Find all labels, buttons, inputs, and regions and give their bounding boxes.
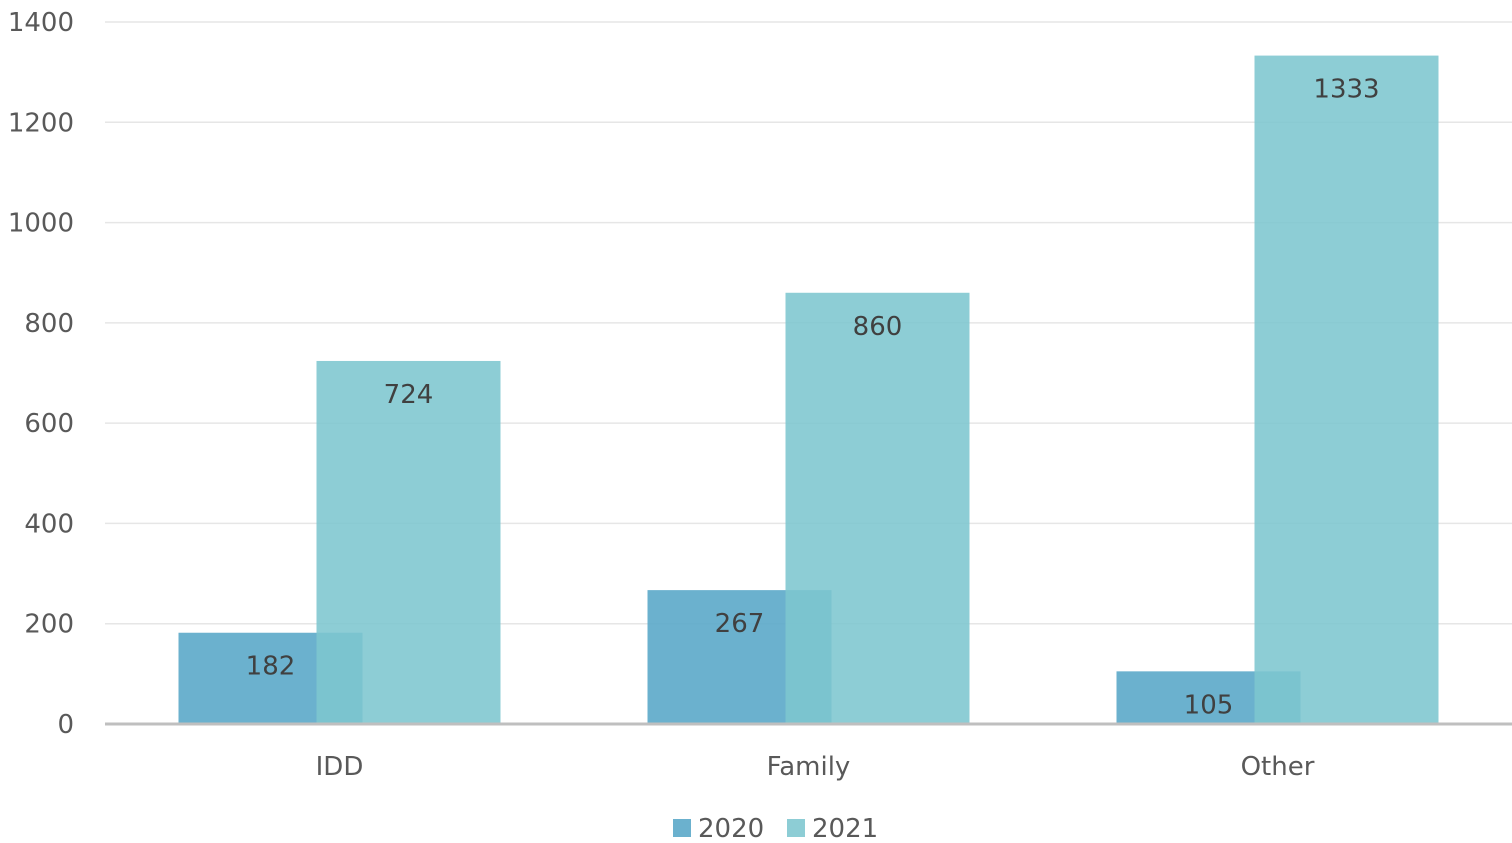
x-category-label: Family: [767, 752, 851, 782]
y-tick-label: 400: [24, 509, 74, 539]
x-category-label: IDD: [316, 752, 364, 782]
y-tick-label: 1000: [8, 209, 74, 239]
data-labels: 182 724 267 860 105 1333: [246, 75, 1380, 721]
data-label: 1333: [1313, 75, 1379, 105]
bars: [178, 55, 1439, 725]
y-tick-label: 1200: [8, 108, 74, 138]
data-label: 860: [853, 312, 903, 342]
y-axis-tick-labels: 0 200 400 600 800 1000 1200 1400: [8, 8, 74, 740]
y-tick-label: 0: [57, 710, 74, 740]
data-label: 105: [1184, 690, 1234, 720]
y-tick-label: 1400: [8, 8, 74, 38]
legend-label: 2020: [698, 814, 764, 843]
data-label: 724: [384, 380, 434, 410]
legend-swatch-2020: [673, 819, 691, 837]
data-label: 267: [715, 609, 765, 639]
legend-swatch-2021: [787, 819, 805, 837]
y-tick-label: 600: [24, 409, 74, 439]
bar-2021-idd: [316, 360, 501, 724]
bar-2021-family: [785, 292, 970, 724]
legend: 2020 2021: [673, 814, 878, 843]
y-tick-label: 800: [24, 309, 74, 339]
x-category-label: Other: [1241, 752, 1315, 782]
bar-2021-other: [1254, 55, 1439, 725]
data-label: 182: [246, 652, 296, 682]
x-axis-category-labels: IDD Family Other: [316, 752, 1315, 782]
y-tick-label: 200: [24, 610, 74, 640]
legend-label: 2021: [812, 814, 878, 843]
